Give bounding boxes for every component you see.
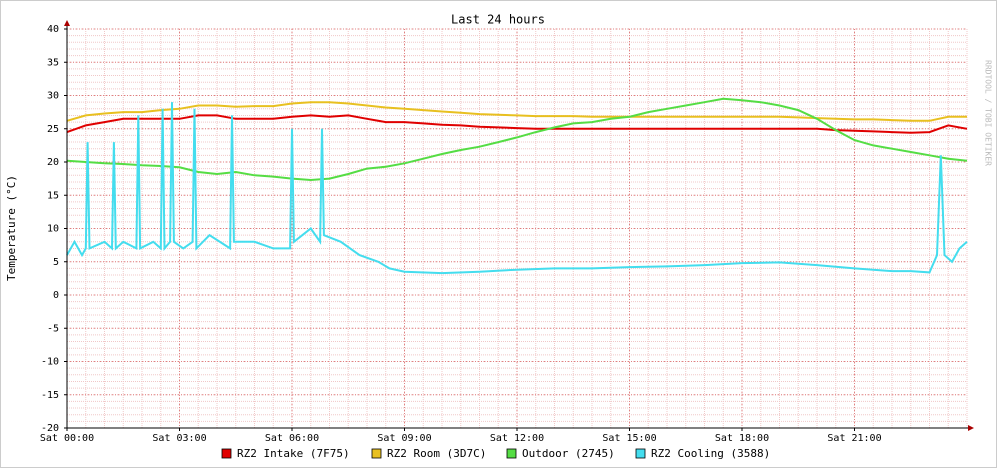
legend-label: RZ2 Room (3D7C): [387, 447, 486, 460]
y-tick-label: 25: [47, 124, 59, 135]
legend-swatch: [221, 448, 232, 459]
legend-swatch: [635, 448, 646, 459]
x-tick-label: Sat 03:00: [152, 433, 206, 444]
x-tick-label: Sat 15:00: [602, 433, 656, 444]
grid: [66, 28, 968, 429]
x-tick-label: Sat 21:00: [827, 433, 881, 444]
legend-label: Outdoor (2745): [522, 447, 615, 460]
watermark: RRDTOOL / TOBI OETIKER: [984, 60, 993, 166]
legend-swatch: [371, 448, 382, 459]
y-axis-label: Temperature (°C): [5, 175, 18, 281]
x-tick-label: Sat 12:00: [490, 433, 544, 444]
x-tick-label: Sat 09:00: [377, 433, 431, 444]
y-arrow: [64, 20, 70, 26]
y-tick-label: 15: [47, 190, 59, 201]
x-tick-label: Sat 06:00: [265, 433, 319, 444]
series-line: [66, 102, 968, 275]
y-tick-label: 20: [47, 157, 59, 168]
axes: -20 -15 -10 -5 0 5 10 15 20 25 30 35 40 Sat 00:00 Sat …: [40, 20, 974, 444]
y-tick-label: 5: [53, 257, 59, 268]
series-line: [66, 114, 968, 134]
y-tick-label: 35: [47, 57, 59, 68]
y-tick-label: -20: [41, 423, 59, 434]
y-tick-label: 0: [53, 290, 59, 301]
legend-label: RZ2 Intake (7F75): [237, 447, 350, 460]
y-tick-label: 40: [47, 24, 59, 35]
y-tick-label: -5: [47, 323, 59, 334]
plot: [66, 97, 968, 275]
y-tick-label: 30: [47, 91, 59, 102]
y-tick-label: -10: [41, 357, 59, 368]
y-tick-label: -15: [41, 390, 59, 401]
legend: RZ2 Intake (7F75) RZ2 Room (3D7C) Outdoor …: [221, 447, 770, 460]
x-tick-label: Sat 00:00: [40, 433, 94, 444]
series-line: [66, 97, 968, 182]
legend-swatch: [506, 448, 517, 459]
y-tick-label: 10: [47, 224, 59, 235]
x-tick-label: Sat 18:00: [715, 433, 769, 444]
chart-title: Last 24 hours: [451, 13, 545, 27]
x-arrow: [968, 425, 974, 431]
legend-label: RZ2 Cooling (3588): [651, 447, 770, 460]
